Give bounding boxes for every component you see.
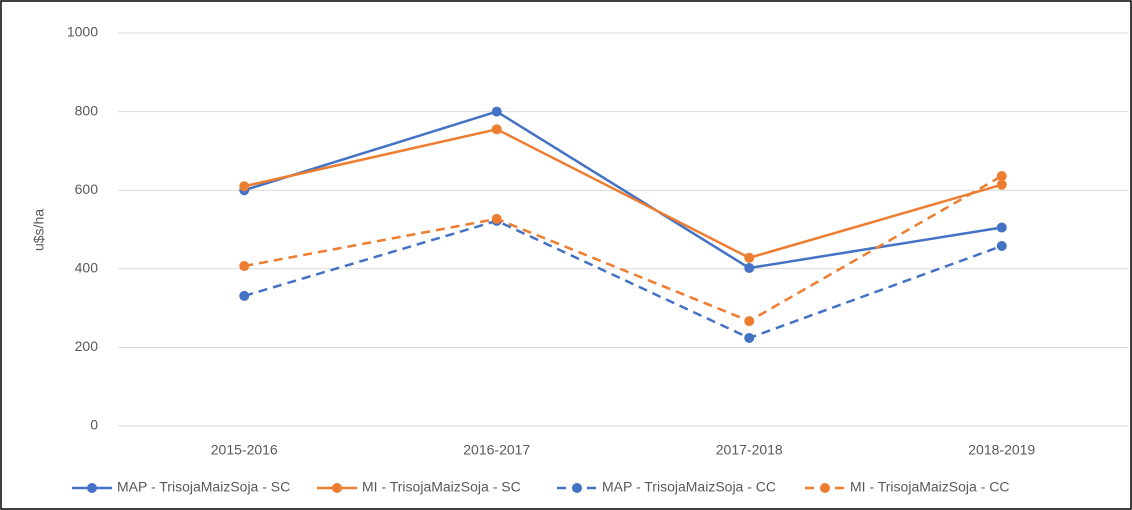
y-tick-label: 1000 [67,24,98,40]
data-point [744,316,755,327]
data-point [491,106,502,117]
data-point [239,181,250,192]
legend-label: MAP - TrisojaMaizSoja - CC [602,479,776,495]
series-line [244,174,1003,323]
data-point [491,213,502,224]
x-tick-label: 2016-2017 [463,442,530,458]
data-point [744,252,755,263]
data-point [239,290,250,301]
data-point [996,171,1007,182]
legend-label: MAP - TrisojaMaizSoja - SC [117,479,290,495]
y-tick-label: 0 [90,417,98,433]
x-tick-label: 2018-2019 [968,442,1035,458]
legend-marker [572,483,582,493]
data-point [996,241,1007,252]
data-point [744,332,755,343]
y-tick-label: 600 [75,181,99,197]
legend-label: MI - TrisojaMaizSoja - SC [362,479,521,495]
y-tick-label: 800 [75,102,99,118]
series-line [243,219,1003,340]
legend-marker [332,483,342,493]
series-line [243,127,1003,260]
data-point [996,222,1007,233]
x-tick-label: 2015-2016 [211,442,278,458]
y-tick-label: 200 [75,338,99,354]
legend-marker [87,483,97,493]
data-point [996,179,1007,190]
legend-marker [820,483,830,493]
data-point [744,263,755,274]
data-point [491,124,502,135]
y-tick-label: 400 [75,260,99,276]
data-point [239,261,250,272]
y-axis-label: u$s/ha [31,209,47,251]
legend-label: MI - TrisojaMaizSoja - CC [850,479,1009,495]
x-tick-label: 2017-2018 [716,442,783,458]
